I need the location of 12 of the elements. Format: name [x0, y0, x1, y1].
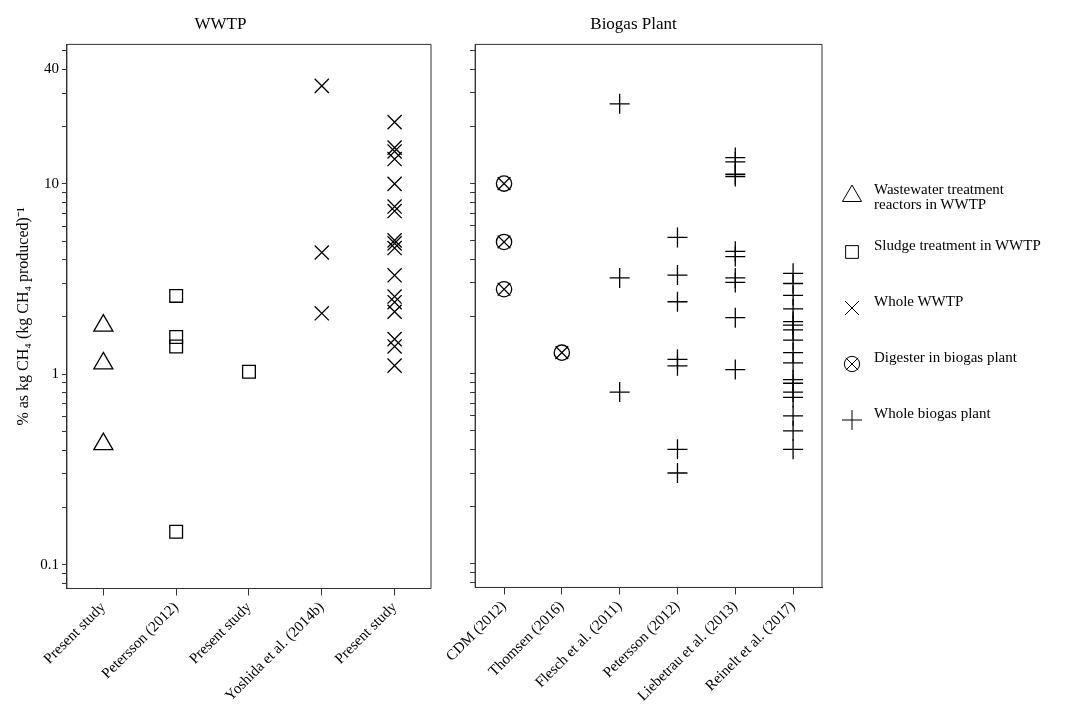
chart-title: Biogas Plant — [590, 13, 677, 33]
legend-label: Digester in biogas plant — [874, 348, 1018, 365]
y-axis-title: % as kg CH₄ (kg CH₄ produced)⁻¹ — [13, 207, 32, 426]
legend-label: Whole biogas plant — [874, 404, 992, 421]
y-tick-label: 0.1 — [40, 555, 59, 572]
y-tick-label: 10 — [43, 174, 59, 191]
legend-label: Wastewater treatment reactors in WWTP — [874, 180, 1005, 212]
chart-title: WWTP — [194, 13, 247, 33]
y-tick-label: 1 — [51, 365, 59, 382]
y-tick-label: 40 — [43, 60, 59, 77]
legend-label: Sludge treatment in WWTP — [874, 236, 1041, 253]
legend-label: Whole WWTP — [874, 292, 964, 309]
